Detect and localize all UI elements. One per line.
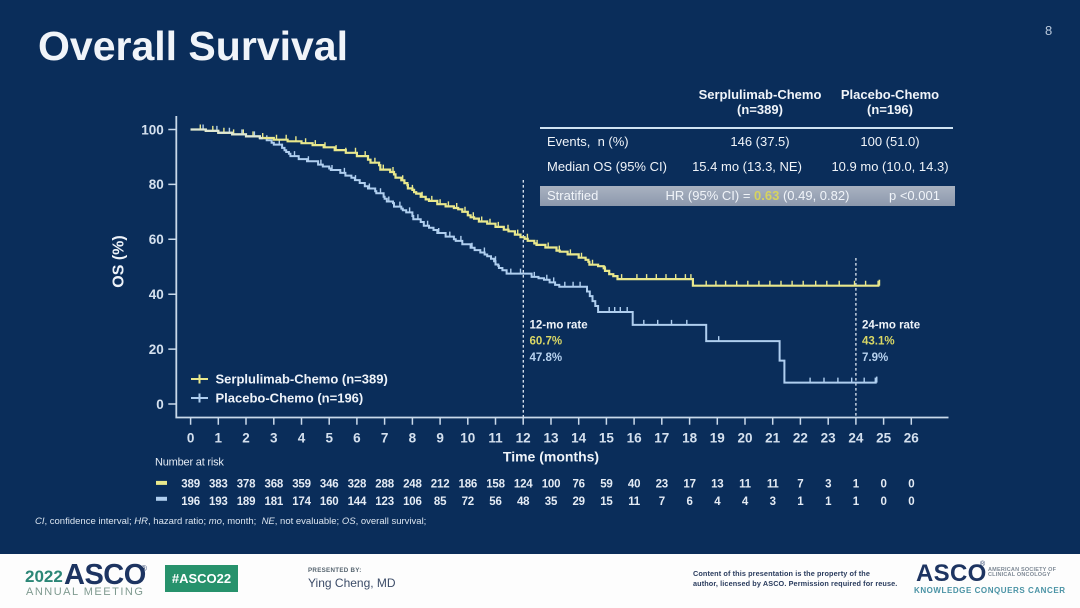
svg-text:Placebo-Chemo (n=196): Placebo-Chemo (n=196) <box>216 391 364 406</box>
svg-text:0: 0 <box>880 496 886 508</box>
svg-text:20: 20 <box>149 342 164 357</box>
svg-text:40: 40 <box>628 479 640 491</box>
svg-text:5: 5 <box>325 431 333 446</box>
svg-text:13: 13 <box>543 431 559 446</box>
svg-text:7: 7 <box>381 431 389 446</box>
svg-text:47.8%: 47.8% <box>530 352 563 364</box>
svg-text:21: 21 <box>765 431 781 446</box>
svg-text:212: 212 <box>431 479 450 491</box>
svg-text:12-mo rate: 12-mo rate <box>530 319 588 331</box>
svg-text:1: 1 <box>215 431 223 446</box>
svg-text:3: 3 <box>770 496 776 508</box>
svg-text:346: 346 <box>320 479 339 491</box>
svg-text:160: 160 <box>320 496 339 508</box>
svg-text:11: 11 <box>628 496 641 508</box>
svg-text:193: 193 <box>209 496 228 508</box>
svg-text:12: 12 <box>516 431 531 446</box>
svg-text:1: 1 <box>853 496 860 508</box>
svg-text:Serplulimab-Chemo (n=389): Serplulimab-Chemo (n=389) <box>216 372 388 387</box>
svg-text:16: 16 <box>627 431 643 446</box>
svg-text:0: 0 <box>880 479 886 491</box>
svg-text:123: 123 <box>375 496 394 508</box>
svg-text:186: 186 <box>459 479 478 491</box>
svg-text:48: 48 <box>517 496 530 508</box>
svg-text:0: 0 <box>156 397 164 412</box>
svg-text:0: 0 <box>187 431 195 446</box>
svg-text:368: 368 <box>265 479 284 491</box>
svg-text:43.1%: 43.1% <box>862 336 895 348</box>
svg-text:25: 25 <box>876 431 892 446</box>
svg-text:2: 2 <box>242 431 250 446</box>
svg-text:144: 144 <box>348 496 367 508</box>
svg-text:3: 3 <box>825 479 831 491</box>
svg-text:158: 158 <box>486 479 505 491</box>
svg-text:196: 196 <box>181 496 200 508</box>
svg-text:1: 1 <box>797 496 804 508</box>
svg-text:124: 124 <box>514 479 533 491</box>
svg-text:80: 80 <box>149 177 164 192</box>
svg-text:4: 4 <box>298 431 306 446</box>
svg-text:11: 11 <box>767 479 780 491</box>
svg-text:4: 4 <box>714 496 721 508</box>
svg-text:15: 15 <box>600 496 613 508</box>
svg-text:OS (%): OS (%) <box>111 235 128 287</box>
svg-text:20: 20 <box>737 431 752 446</box>
svg-text:85: 85 <box>434 496 447 508</box>
svg-text:181: 181 <box>265 496 284 508</box>
svg-text:189: 189 <box>237 496 256 508</box>
svg-text:29: 29 <box>572 496 584 508</box>
svg-text:3: 3 <box>270 431 278 446</box>
svg-text:7.9%: 7.9% <box>862 352 888 364</box>
svg-text:11: 11 <box>488 431 503 446</box>
svg-text:17: 17 <box>683 479 695 491</box>
svg-text:19: 19 <box>710 431 725 446</box>
svg-text:174: 174 <box>292 496 311 508</box>
svg-text:359: 359 <box>292 479 311 491</box>
svg-text:72: 72 <box>462 496 474 508</box>
svg-text:60: 60 <box>149 232 164 247</box>
svg-text:17: 17 <box>654 431 669 446</box>
svg-text:15: 15 <box>599 431 615 446</box>
svg-text:22: 22 <box>793 431 808 446</box>
svg-text:13: 13 <box>711 479 723 491</box>
svg-text:6: 6 <box>686 496 692 508</box>
svg-text:56: 56 <box>489 496 501 508</box>
svg-text:9: 9 <box>436 431 444 446</box>
svg-text:106: 106 <box>403 496 422 508</box>
svg-text:248: 248 <box>403 479 422 491</box>
svg-text:59: 59 <box>600 479 612 491</box>
svg-text:24-mo rate: 24-mo rate <box>862 319 920 331</box>
svg-text:Time (months): Time (months) <box>503 448 599 464</box>
svg-text:389: 389 <box>181 479 200 491</box>
svg-text:10: 10 <box>460 431 475 446</box>
svg-text:11: 11 <box>739 479 752 491</box>
svg-text:1: 1 <box>853 479 860 491</box>
svg-text:383: 383 <box>209 479 228 491</box>
svg-text:0: 0 <box>908 479 914 491</box>
svg-text:7: 7 <box>659 496 665 508</box>
svg-text:76: 76 <box>572 479 584 491</box>
svg-text:60.7%: 60.7% <box>530 336 563 348</box>
svg-text:1: 1 <box>825 496 832 508</box>
svg-text:18: 18 <box>682 431 698 446</box>
svg-text:328: 328 <box>348 479 367 491</box>
svg-text:Number at risk: Number at risk <box>155 457 224 469</box>
svg-text:4: 4 <box>742 496 749 508</box>
svg-text:14: 14 <box>571 431 587 446</box>
svg-text:6: 6 <box>353 431 361 446</box>
svg-text:26: 26 <box>904 431 920 446</box>
svg-text:23: 23 <box>821 431 837 446</box>
svg-text:378: 378 <box>237 479 256 491</box>
svg-text:0: 0 <box>908 496 914 508</box>
svg-text:100: 100 <box>141 122 164 137</box>
svg-text:7: 7 <box>797 479 803 491</box>
svg-text:8: 8 <box>409 431 417 446</box>
svg-text:23: 23 <box>656 479 668 491</box>
svg-text:40: 40 <box>149 287 164 302</box>
svg-text:288: 288 <box>375 479 394 491</box>
svg-text:100: 100 <box>542 479 561 491</box>
svg-text:35: 35 <box>545 496 558 508</box>
svg-text:24: 24 <box>848 431 864 446</box>
